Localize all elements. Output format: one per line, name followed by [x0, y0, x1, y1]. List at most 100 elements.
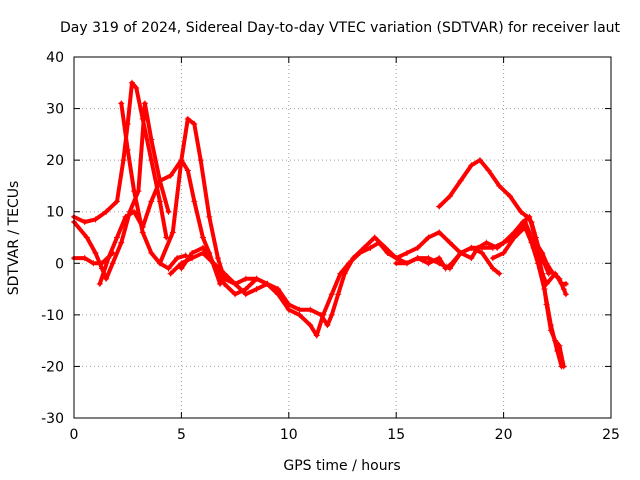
data-point [103, 208, 110, 215]
x-tick-label: 5 [177, 427, 186, 443]
data-point [184, 167, 191, 174]
y-tick-label: -30 [41, 411, 64, 427]
plot-frame [73, 56, 612, 419]
x-tick-label: 25 [602, 427, 620, 443]
data-point [214, 255, 221, 262]
data-point [468, 255, 475, 262]
data-point [232, 291, 239, 298]
data-point [98, 260, 105, 267]
data-point [560, 286, 567, 293]
data-point [543, 301, 550, 308]
data-point [337, 270, 344, 277]
data-point [522, 219, 529, 226]
data-point [483, 239, 490, 246]
data-point [562, 280, 569, 287]
data-point [92, 249, 99, 256]
data-point [436, 255, 443, 262]
data-point [109, 260, 116, 267]
data-point [556, 342, 563, 349]
series-sat-e [119, 101, 188, 271]
y-tick-label: 10 [46, 205, 64, 221]
data-point [96, 280, 103, 287]
data-point [485, 167, 492, 174]
data-point [328, 311, 335, 318]
data-point [178, 157, 185, 164]
data-point [253, 286, 260, 293]
x-tick-label: 0 [70, 427, 79, 443]
data-point [393, 260, 400, 267]
data-point [133, 84, 140, 91]
x-tick-label: 15 [387, 427, 405, 443]
data-series [71, 79, 569, 370]
data-point [500, 239, 507, 246]
data-point [174, 255, 181, 262]
data-point [324, 322, 331, 329]
data-point [500, 249, 507, 256]
data-point [476, 157, 483, 164]
x-tick-label: 10 [280, 427, 298, 443]
data-point [560, 363, 567, 370]
data-point [81, 219, 88, 226]
data-point [275, 291, 282, 298]
data-point [118, 100, 125, 107]
data-point [167, 270, 174, 277]
x-axis-label: GPS time / hours [283, 458, 400, 474]
data-point [526, 213, 533, 220]
data-point [457, 249, 464, 256]
data-point [307, 322, 314, 329]
data-point [148, 136, 155, 143]
data-point [539, 249, 546, 256]
data-point [156, 260, 163, 267]
data-point [182, 252, 189, 259]
y-tick-label: 0 [55, 256, 64, 272]
data-point [148, 157, 155, 164]
data-point [457, 177, 464, 184]
data-point [118, 239, 125, 246]
data-point [552, 337, 559, 344]
data-point [178, 265, 185, 272]
data-point [446, 239, 453, 246]
data-point [199, 234, 206, 241]
data-point [425, 234, 432, 241]
data-point [169, 229, 176, 236]
data-point [131, 188, 138, 195]
data-point [449, 260, 456, 267]
data-point [242, 275, 249, 282]
data-point [489, 244, 496, 251]
y-axis-label: SDTVAR / TECUs [6, 181, 22, 296]
data-point [496, 270, 503, 277]
data-point [425, 255, 432, 262]
data-point [163, 234, 170, 241]
data-point [403, 260, 410, 267]
data-point [479, 249, 486, 256]
y-tick-label: 40 [46, 50, 64, 66]
data-point [156, 198, 163, 205]
data-point [264, 280, 271, 287]
data-point [436, 229, 443, 236]
data-point [414, 255, 421, 262]
data-point [547, 327, 554, 334]
data-point [232, 280, 239, 287]
data-point [124, 146, 131, 153]
data-point [425, 260, 432, 267]
data-point [511, 234, 518, 241]
grid-lines [74, 57, 611, 418]
data-point [468, 244, 475, 251]
data-point [442, 265, 449, 272]
data-point [489, 255, 496, 262]
data-point [221, 280, 228, 287]
data-point [139, 229, 146, 236]
data-point [113, 198, 120, 205]
data-point [156, 177, 163, 184]
data-point [537, 265, 544, 272]
x-tick-label: 20 [495, 427, 513, 443]
data-point [489, 265, 496, 272]
data-point [131, 208, 138, 215]
data-point [210, 260, 217, 267]
data-point [526, 229, 533, 236]
data-point [191, 198, 198, 205]
data-point [199, 244, 206, 251]
data-point [165, 265, 172, 272]
data-point [384, 249, 391, 256]
